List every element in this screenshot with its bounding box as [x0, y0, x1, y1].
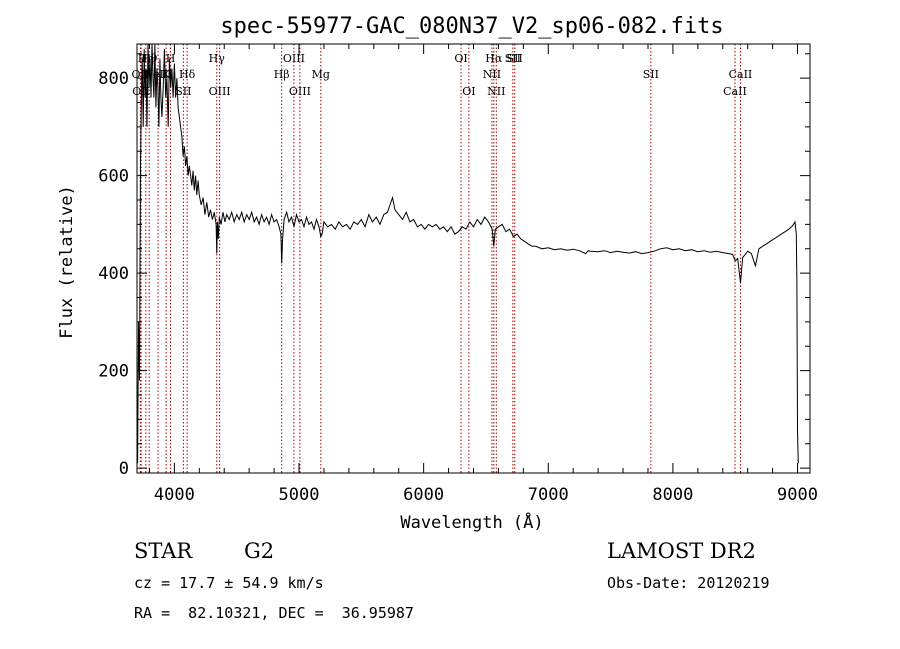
line-label-15: OI	[454, 52, 467, 65]
chart-title: spec-55977-GAC_080N37_V2_sp06-082.fits	[220, 14, 723, 39]
line-label-24: CaII	[729, 68, 753, 81]
line-label-20: SII	[505, 52, 521, 65]
x-tick-label: 7000	[528, 485, 569, 505]
line-label-13: OIII	[289, 85, 311, 98]
line-label-7: SII	[175, 85, 191, 98]
y-axis: 0 200 400 600 800	[98, 53, 810, 479]
y-tick-label: 600	[98, 167, 129, 187]
line-label-14: Mg	[312, 68, 330, 81]
spectral-line-labels: OIIOIIHηHθNeIIIKHSIIHδHγOIIIHβOIIIOIIIMg…	[132, 52, 753, 98]
line-label-5: K	[162, 68, 171, 81]
y-tick-label: 400	[98, 264, 129, 284]
y-tick-label: 0	[119, 459, 129, 479]
plot-frame	[136, 43, 811, 474]
line-label-9: Hγ	[209, 52, 226, 65]
line-label-0: OII	[132, 68, 150, 81]
line-label-11: Hβ	[274, 68, 290, 81]
x-axis: 4000 5000 6000 7000 8000 9000	[148, 44, 818, 505]
line-label-4: NeIII	[143, 68, 172, 81]
line-label-10: OIII	[209, 85, 231, 98]
line-label-21: SII	[507, 52, 523, 65]
spectrum-series-line	[137, 43, 799, 464]
line-label-2: Hη	[138, 52, 154, 65]
line-label-6: H	[166, 52, 176, 65]
line-label-22: SII	[643, 68, 659, 81]
line-label-12: OIII	[283, 52, 305, 65]
coordinates: RA = 82.10321, DEC = 36.95987	[134, 604, 414, 622]
redshift-velocity: cz = 17.7 ± 54.9 km/s	[134, 574, 324, 592]
x-tick-label: 6000	[403, 485, 444, 505]
line-label-18: Hα	[485, 52, 503, 65]
line-label-23: CaII	[723, 85, 747, 98]
survey-name: LAMOST DR2	[607, 539, 756, 563]
y-tick-label: 200	[98, 362, 129, 382]
x-axis-label: Wavelength (Å)	[400, 511, 543, 533]
spectral-line-markers	[139, 44, 741, 473]
y-tick-label: 800	[98, 69, 129, 89]
line-label-1: OII	[132, 85, 150, 98]
object-subclass: G2	[244, 539, 275, 563]
observation-date: Obs-Date: 20120219	[607, 574, 770, 592]
x-tick-label: 5000	[279, 485, 320, 505]
line-label-3: Hθ	[141, 52, 158, 65]
line-label-19: NII	[487, 85, 505, 98]
x-tick-label: 4000	[154, 485, 195, 505]
y-axis-label: Flux (relative)	[57, 185, 77, 339]
line-label-16: OI	[462, 85, 475, 98]
line-label-17: NII	[483, 68, 501, 81]
object-class: STAR	[134, 539, 193, 563]
x-tick-label: 8000	[652, 485, 693, 505]
x-tick-label: 9000	[777, 485, 818, 505]
line-label-8: Hδ	[179, 68, 196, 81]
